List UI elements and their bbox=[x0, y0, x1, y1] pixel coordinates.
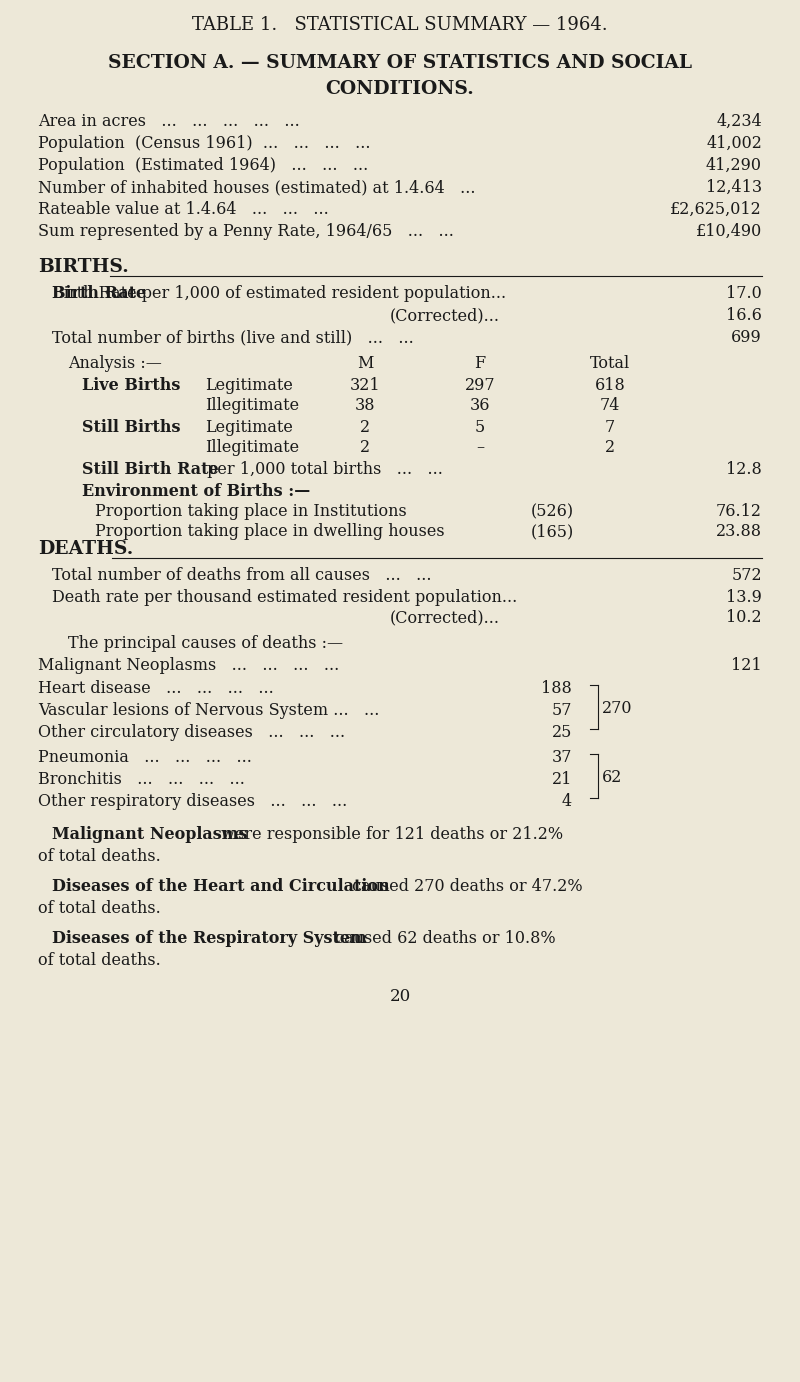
Text: 270: 270 bbox=[602, 701, 633, 717]
Text: 25: 25 bbox=[552, 724, 572, 741]
Text: 618: 618 bbox=[594, 377, 626, 394]
Text: 4,234: 4,234 bbox=[716, 113, 762, 130]
Text: Proportion taking place in dwelling houses: Proportion taking place in dwelling hous… bbox=[95, 522, 445, 540]
Text: Birth Rate: Birth Rate bbox=[52, 285, 146, 303]
Text: were responsible for 121 deaths or 21.2%: were responsible for 121 deaths or 21.2% bbox=[216, 826, 563, 843]
Text: of total deaths.: of total deaths. bbox=[38, 849, 161, 865]
Text: 36: 36 bbox=[470, 397, 490, 415]
Text: Bronchitis   ...   ...   ...   ...: Bronchitis ... ... ... ... bbox=[38, 771, 245, 788]
Text: of total deaths.: of total deaths. bbox=[38, 952, 161, 969]
Text: Population  (Estimated 1964)   ...   ...   ...: Population (Estimated 1964) ... ... ... bbox=[38, 158, 368, 174]
Text: Number of inhabited houses (estimated) at 1.4.64   ...: Number of inhabited houses (estimated) a… bbox=[38, 180, 475, 196]
Text: caused 62 deaths or 10.8%: caused 62 deaths or 10.8% bbox=[330, 930, 556, 947]
Text: 321: 321 bbox=[350, 377, 380, 394]
Text: 17.0: 17.0 bbox=[726, 285, 762, 303]
Text: Population  (Census 1961)  ...   ...   ...   ...: Population (Census 1961) ... ... ... ... bbox=[38, 135, 370, 152]
Text: Legitimate: Legitimate bbox=[205, 419, 293, 435]
Text: Diseases of the Respiratory System: Diseases of the Respiratory System bbox=[52, 930, 366, 947]
Text: M: M bbox=[357, 355, 373, 372]
Text: Total: Total bbox=[590, 355, 630, 372]
Text: SECTION A. — SUMMARY OF STATISTICS AND SOCIAL: SECTION A. — SUMMARY OF STATISTICS AND S… bbox=[108, 54, 692, 72]
Text: 12.8: 12.8 bbox=[726, 462, 762, 478]
Text: (526): (526) bbox=[530, 503, 574, 520]
Text: Live Births: Live Births bbox=[82, 377, 180, 394]
Text: 297: 297 bbox=[465, 377, 495, 394]
Text: Pneumonia   ...   ...   ...   ...: Pneumonia ... ... ... ... bbox=[38, 749, 252, 766]
Text: Analysis :—: Analysis :— bbox=[68, 355, 162, 372]
Text: Malignant Neoplasms: Malignant Neoplasms bbox=[52, 826, 247, 843]
Text: (Corrected)...: (Corrected)... bbox=[390, 307, 500, 323]
Text: 188: 188 bbox=[542, 680, 572, 697]
Text: Environment of Births :—: Environment of Births :— bbox=[82, 482, 310, 500]
Text: TABLE 1.   STATISTICAL SUMMARY — 1964.: TABLE 1. STATISTICAL SUMMARY — 1964. bbox=[192, 17, 608, 35]
Text: 2: 2 bbox=[605, 439, 615, 456]
Text: 21: 21 bbox=[552, 771, 572, 788]
Text: BIRTHS.: BIRTHS. bbox=[38, 258, 129, 276]
Text: 121: 121 bbox=[731, 656, 762, 674]
Text: Diseases of the Heart and Circulation: Diseases of the Heart and Circulation bbox=[52, 878, 390, 896]
Text: DEATHS.: DEATHS. bbox=[38, 540, 134, 558]
Text: £10,490: £10,490 bbox=[696, 223, 762, 240]
Text: 57: 57 bbox=[551, 702, 572, 719]
Text: 20: 20 bbox=[390, 988, 410, 1005]
Text: 38: 38 bbox=[354, 397, 375, 415]
Text: 699: 699 bbox=[731, 329, 762, 346]
Text: (165): (165) bbox=[530, 522, 574, 540]
Text: –: – bbox=[476, 439, 484, 456]
Text: Malignant Neoplasms   ...   ...   ...   ...: Malignant Neoplasms ... ... ... ... bbox=[38, 656, 339, 674]
Text: 76.12: 76.12 bbox=[716, 503, 762, 520]
Text: 5: 5 bbox=[475, 419, 485, 435]
Text: Legitimate: Legitimate bbox=[205, 377, 293, 394]
Text: 41,002: 41,002 bbox=[706, 135, 762, 152]
Text: Other respiratory diseases   ...   ...   ...: Other respiratory diseases ... ... ... bbox=[38, 793, 347, 810]
Text: Total number of deaths from all causes   ...   ...: Total number of deaths from all causes .… bbox=[52, 567, 431, 585]
Text: 41,290: 41,290 bbox=[706, 158, 762, 174]
Text: 23.88: 23.88 bbox=[716, 522, 762, 540]
Text: Sum represented by a Penny Rate, 1964/65   ...   ...: Sum represented by a Penny Rate, 1964/65… bbox=[38, 223, 454, 240]
Text: Illegitimate: Illegitimate bbox=[205, 439, 299, 456]
Text: Other circulatory diseases   ...   ...   ...: Other circulatory diseases ... ... ... bbox=[38, 724, 345, 741]
Text: 572: 572 bbox=[731, 567, 762, 585]
Text: Birth Rate per 1,000 of estimated resident population...: Birth Rate per 1,000 of estimated reside… bbox=[52, 285, 506, 303]
Text: (Corrected)...: (Corrected)... bbox=[390, 609, 500, 626]
Text: 74: 74 bbox=[600, 397, 620, 415]
Text: 2: 2 bbox=[360, 439, 370, 456]
Text: 12,413: 12,413 bbox=[706, 180, 762, 196]
Text: Still Births: Still Births bbox=[82, 419, 181, 435]
Text: 2: 2 bbox=[360, 419, 370, 435]
Text: 10.2: 10.2 bbox=[726, 609, 762, 626]
Text: 16.6: 16.6 bbox=[726, 307, 762, 323]
Text: 13.9: 13.9 bbox=[726, 589, 762, 605]
Text: £2,625,012: £2,625,012 bbox=[670, 200, 762, 218]
Text: 37: 37 bbox=[551, 749, 572, 766]
Text: Death rate per thousand estimated resident population...: Death rate per thousand estimated reside… bbox=[52, 589, 518, 605]
Text: Proportion taking place in Institutions: Proportion taking place in Institutions bbox=[95, 503, 406, 520]
Text: Vascular lesions of Nervous System ...   ...: Vascular lesions of Nervous System ... .… bbox=[38, 702, 379, 719]
Text: Total number of births (live and still)   ...   ...: Total number of births (live and still) … bbox=[52, 329, 414, 346]
Text: Rateable value at 1.4.64   ...   ...   ...: Rateable value at 1.4.64 ... ... ... bbox=[38, 200, 329, 218]
Text: 4: 4 bbox=[562, 793, 572, 810]
Text: The principal causes of deaths :—: The principal causes of deaths :— bbox=[68, 634, 343, 652]
Text: Heart disease   ...   ...   ...   ...: Heart disease ... ... ... ... bbox=[38, 680, 274, 697]
Text: 7: 7 bbox=[605, 419, 615, 435]
Text: caused 270 deaths or 47.2%: caused 270 deaths or 47.2% bbox=[347, 878, 582, 896]
Text: Area in acres   ...   ...   ...   ...   ...: Area in acres ... ... ... ... ... bbox=[38, 113, 300, 130]
Text: Illegitimate: Illegitimate bbox=[205, 397, 299, 415]
Text: CONDITIONS.: CONDITIONS. bbox=[326, 80, 474, 98]
Text: 62: 62 bbox=[602, 768, 622, 786]
Text: F: F bbox=[474, 355, 486, 372]
Text: per 1,000 total births   ...   ...: per 1,000 total births ... ... bbox=[202, 462, 443, 478]
Text: Still Birth Rate: Still Birth Rate bbox=[82, 462, 218, 478]
Text: of total deaths.: of total deaths. bbox=[38, 900, 161, 918]
